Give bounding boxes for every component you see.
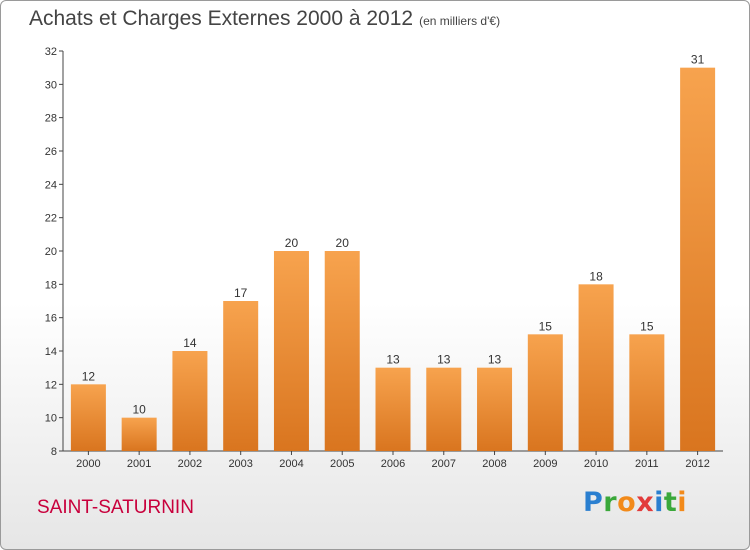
x-tick-label: 2007 [432,458,456,470]
logo-letter: o [617,487,637,518]
y-tick-label: 12 [45,379,57,391]
y-tick-label: 16 [45,313,57,325]
x-tick-label: 2000 [76,458,100,470]
bar-2005 [324,251,360,451]
logo-letter: r [603,487,618,518]
bar-value-label: 10 [132,403,146,417]
bar-value-label: 13 [488,353,502,367]
bar-2004 [273,251,309,451]
logo-letter: P [583,487,604,518]
x-tick-label: 2012 [685,458,709,470]
x-tick-label: 2010 [584,458,608,470]
y-tick-label: 14 [45,346,57,358]
chart-title: Achats et Charges Externes 2000 à 2012 [29,7,414,30]
x-tick-label: 2008 [482,458,506,470]
y-tick-label: 20 [45,246,57,258]
bar-value-label: 15 [640,319,654,333]
commune-name: SAINT-SATURNIN [37,497,194,518]
x-tick-label: 2009 [533,458,557,470]
y-tick-label: 22 [45,213,57,225]
logo-letter: i [677,487,688,518]
logo-letter: t [663,487,678,518]
bar-value-label: 12 [82,369,96,383]
bar-value-label: 17 [234,286,248,300]
logo-letter: i [654,487,664,518]
proxiti-logo: Proxiti [583,487,687,518]
y-tick-label: 28 [45,113,57,125]
labels: 12 2000 10 2001 14 2002 17 2003 20 2004 20 2005 13 20… [76,53,710,470]
bar-value-label: 14 [183,336,197,350]
bar-2003 [223,301,259,451]
bar-2009 [527,334,563,451]
bar-value-label: 20 [285,236,299,250]
bar-value-label: 18 [589,269,603,283]
y-tick-label: 24 [45,179,57,191]
x-tick-label: 2004 [279,458,303,470]
bar-2008 [477,367,513,451]
y-tick-label: 26 [45,146,57,158]
chart-title-block: Achats et Charges Externes 2000 à 2012 (e… [29,7,500,31]
bar-2010 [578,284,614,451]
bar-value-label: 13 [437,353,451,367]
x-tick-label: 2001 [127,458,151,470]
y-tick-label: 30 [45,79,57,91]
y-tick-label: 8 [51,446,57,458]
bar-value-label: 15 [539,319,553,333]
y-tick-label: 18 [45,279,57,291]
x-tick-label: 2002 [178,458,202,470]
bar-2001 [121,417,157,451]
bar-2000 [70,384,106,451]
bar-value-label: 20 [336,236,350,250]
x-tick-label: 2006 [381,458,405,470]
bar-value-label: 31 [691,53,705,67]
bar-2011 [629,334,665,451]
x-tick-label: 2005 [330,458,354,470]
bar-2002 [172,351,208,451]
bar-2006 [375,367,411,451]
bars [70,67,716,452]
logo-letter: x [636,487,655,518]
chart-subtitle: (en milliers d'€) [419,14,501,28]
bar-2012 [680,67,716,452]
x-tick-label: 2011 [635,458,659,470]
y-tick-label: 10 [45,413,57,425]
x-tick-label: 2003 [228,458,252,470]
bar-2007 [426,367,462,451]
bar-value-label: 13 [386,353,400,367]
y-tick-label: 32 [45,46,57,58]
